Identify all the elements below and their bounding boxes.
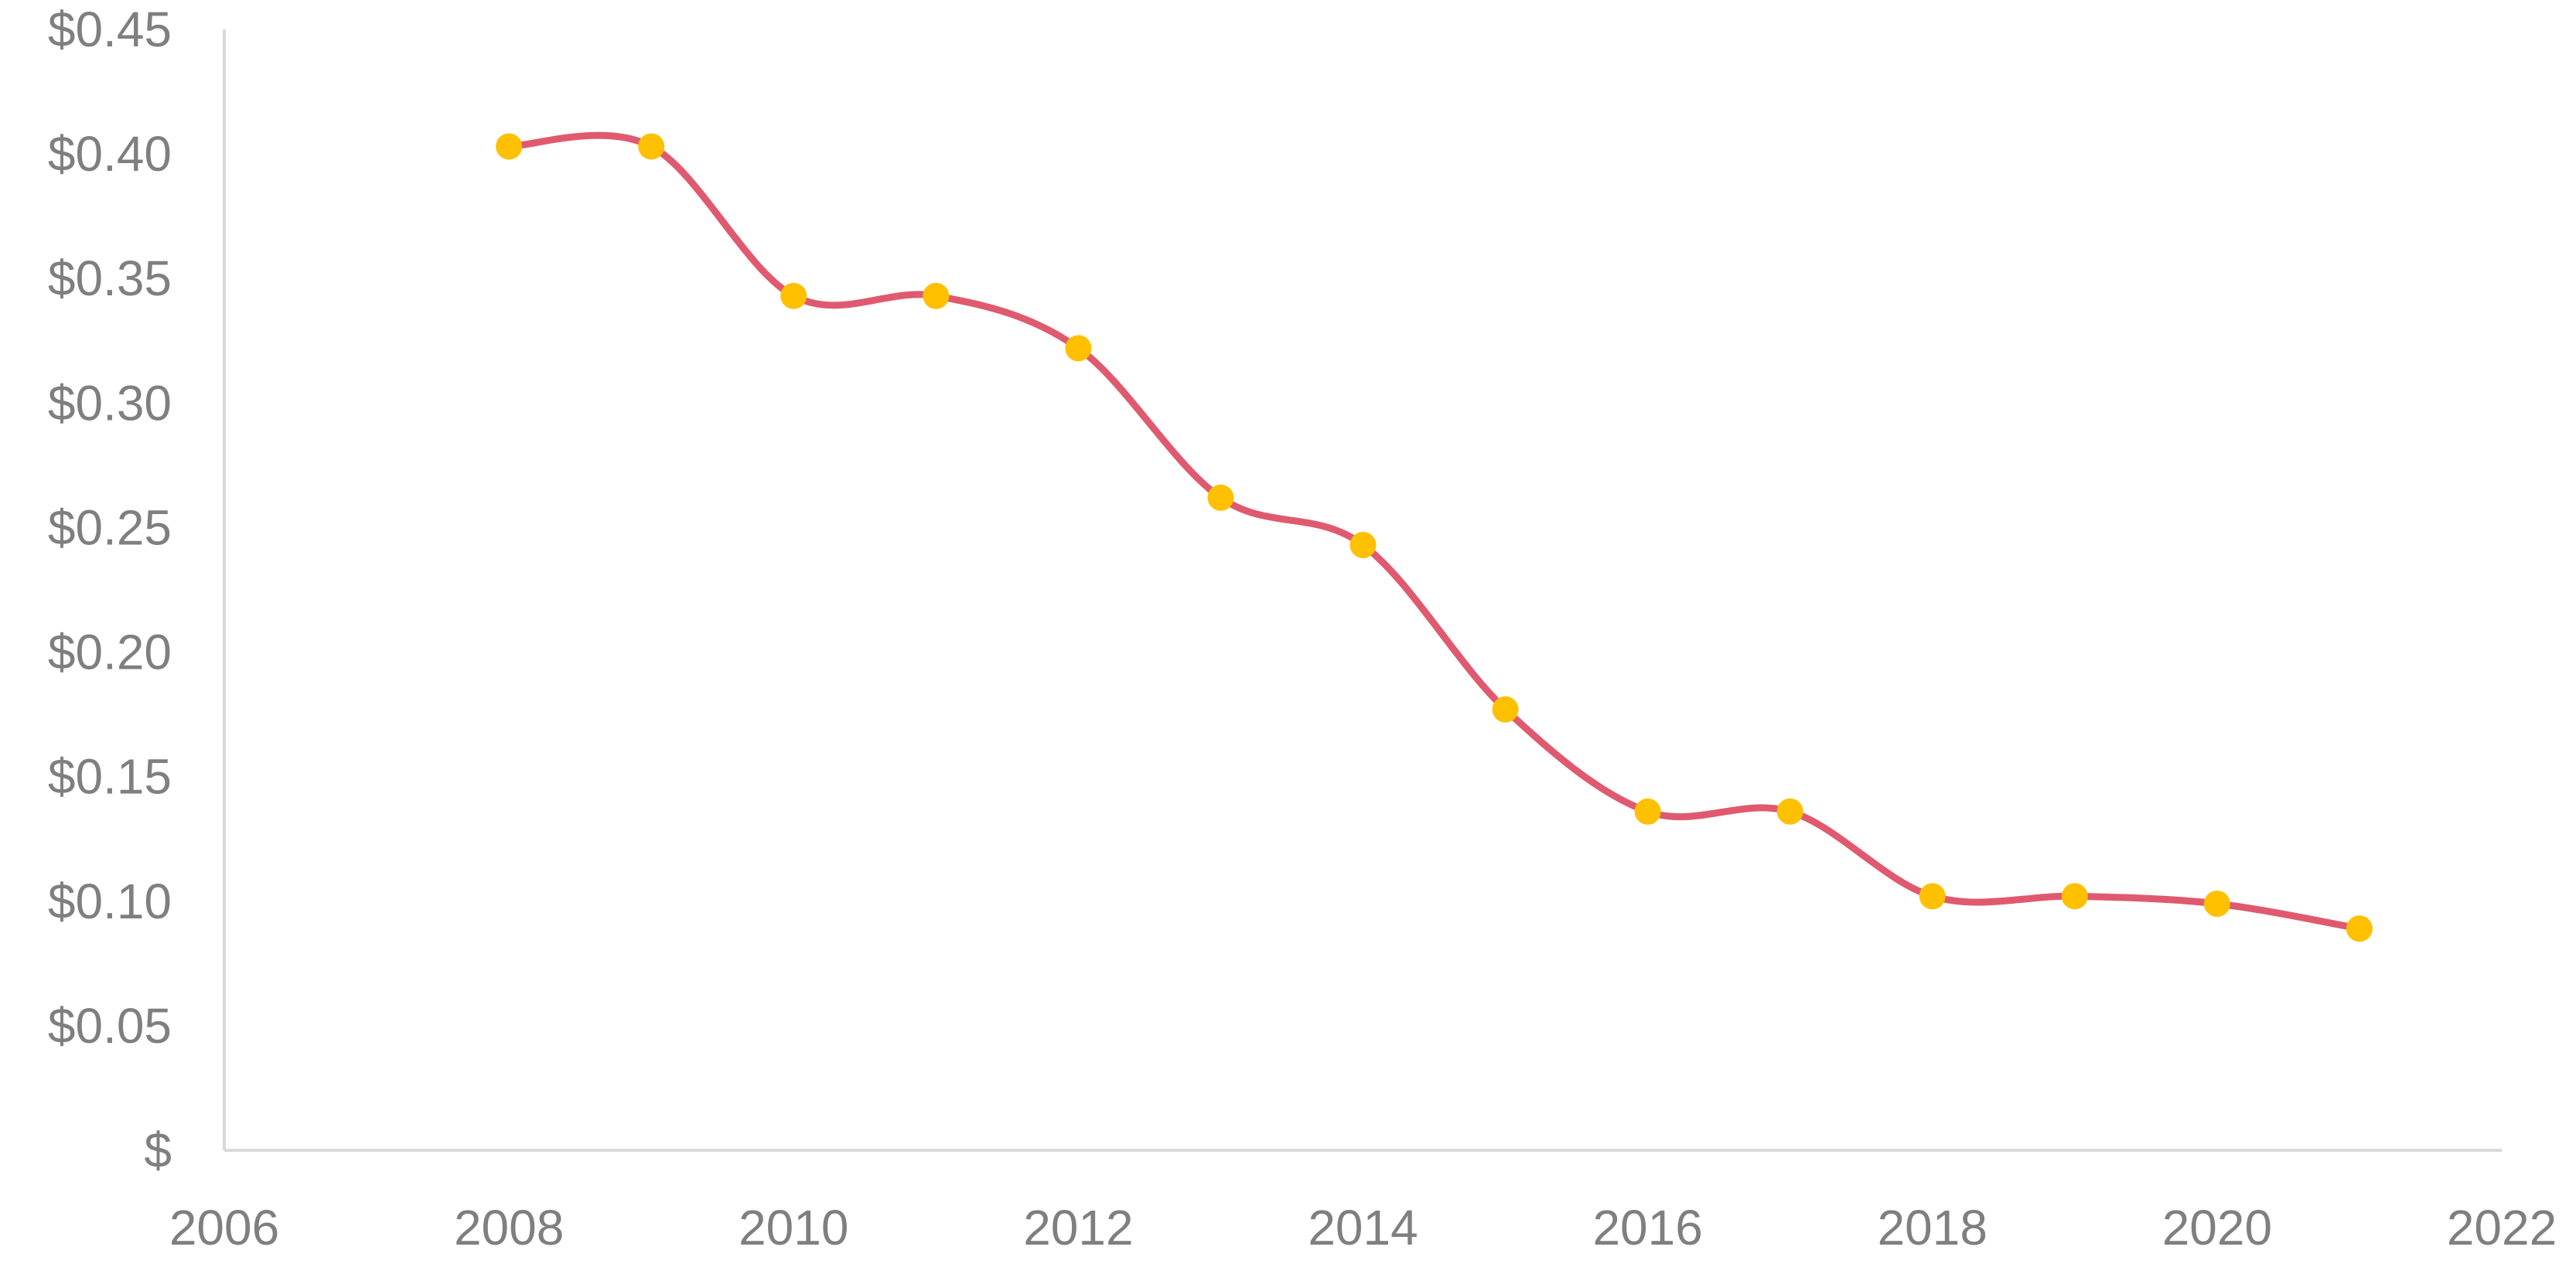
y-tick-label: $0.35 bbox=[48, 250, 172, 306]
y-tick-label: $0.20 bbox=[48, 625, 172, 680]
y-tick-label: $0.10 bbox=[48, 874, 172, 929]
x-tick-label: 2008 bbox=[454, 1200, 564, 1255]
y-tick-label: $0.45 bbox=[48, 2, 172, 57]
x-axis: 2006 2008 2010 2012 2014 2016 2018 2020 2022 bbox=[169, 1149, 2557, 1255]
x-tick-label: 2014 bbox=[1308, 1200, 1418, 1255]
data-point bbox=[1492, 696, 1519, 723]
data-point bbox=[1776, 798, 1803, 825]
y-tick-label: $0.30 bbox=[48, 375, 172, 431]
y-tick-label: $0.40 bbox=[48, 126, 172, 182]
y-tick-label: $0.15 bbox=[48, 749, 172, 805]
y-tick-label: $0.25 bbox=[48, 499, 172, 555]
data-point bbox=[2061, 883, 2088, 910]
trendline-layer bbox=[505, 131, 2363, 932]
y-tick-label: $ bbox=[144, 1122, 172, 1178]
trend-line bbox=[505, 131, 2363, 932]
x-tick-label: 2006 bbox=[169, 1200, 279, 1255]
data-point bbox=[1207, 484, 1234, 511]
y-axis: $ $0.05 $0.10 $0.15 $0.20 $0.25 $0.30 $0.35 $0.4… bbox=[48, 2, 226, 1178]
data-points bbox=[496, 133, 2373, 942]
y-tick-label: $0.05 bbox=[48, 998, 172, 1054]
data-point bbox=[2346, 915, 2373, 942]
data-point bbox=[496, 133, 523, 160]
data-point bbox=[1065, 335, 1092, 362]
data-point bbox=[1349, 532, 1377, 558]
data-point bbox=[1919, 883, 1946, 910]
x-tick-label: 2016 bbox=[1592, 1200, 1702, 1255]
x-tick-label: 2020 bbox=[2162, 1200, 2272, 1255]
x-tick-label: 2018 bbox=[1878, 1200, 1987, 1255]
x-tick-label: 2012 bbox=[1023, 1200, 1133, 1255]
data-point bbox=[1634, 798, 1661, 825]
data-point bbox=[780, 282, 807, 309]
data-point bbox=[638, 133, 665, 160]
data-point bbox=[923, 282, 950, 309]
x-tick-label: 2010 bbox=[739, 1200, 848, 1255]
data-point bbox=[2203, 891, 2230, 917]
x-tick-label: 2022 bbox=[2447, 1200, 2557, 1255]
